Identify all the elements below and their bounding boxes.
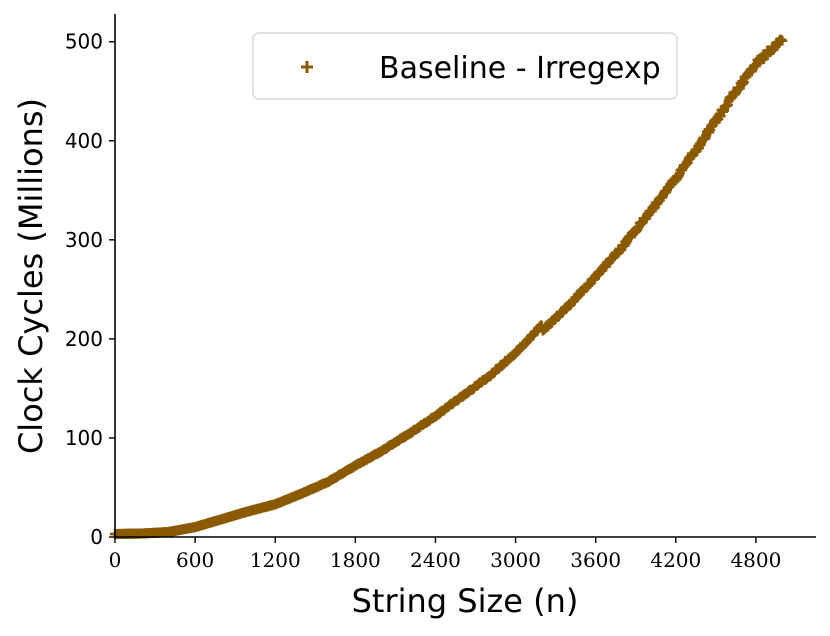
data-layer (110, 34, 788, 540)
x-tick-label: 1200 (250, 548, 301, 572)
y-tick-label: 100 (65, 426, 103, 450)
x-tick-label: 3600 (570, 548, 621, 572)
y-tick-label: 300 (65, 228, 103, 252)
x-tick-label: 2400 (410, 548, 461, 572)
y-tick-label: 400 (65, 129, 103, 153)
y-tick-label: 0 (90, 525, 103, 549)
scatter-point (777, 35, 788, 46)
x-tick-label: 4800 (730, 548, 781, 572)
legend-entry-label: Baseline - Irregexp (379, 51, 661, 86)
y-tick-label: 200 (65, 327, 103, 351)
legend-box (252, 32, 678, 100)
legend: Baseline - Irregexp (252, 32, 678, 100)
x-tick-label: 4200 (650, 548, 701, 572)
x-tick-label: 3000 (490, 548, 541, 572)
y-axis-label: Clock Cycles (Millions) (12, 98, 50, 454)
x-tick-label: 0 (109, 548, 122, 572)
x-axis-label: String Size (n) (352, 582, 579, 620)
legend-marker-plus (301, 61, 313, 73)
y-axis-ticks: 0 100 200 300 400 500 (65, 30, 115, 549)
y-tick-label: 500 (65, 30, 103, 54)
x-axis-ticks: 0 600 1200 1800 2400 3000 3600 4200 4800 (109, 537, 781, 572)
x-tick-label: 1800 (330, 548, 381, 572)
x-tick-label: 600 (176, 548, 214, 572)
